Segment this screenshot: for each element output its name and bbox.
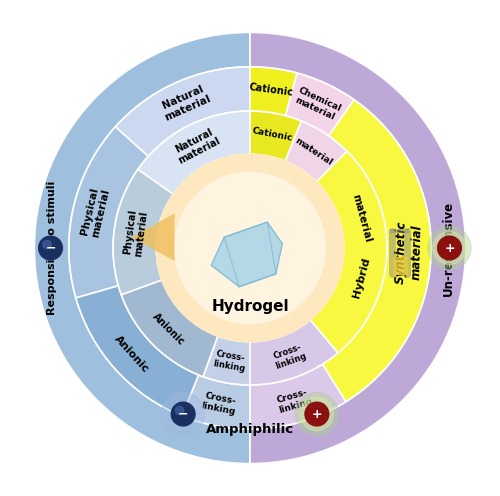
Text: Un-responsive: Un-responsive (442, 200, 455, 296)
Wedge shape (76, 286, 198, 416)
Wedge shape (182, 375, 250, 429)
Circle shape (176, 406, 184, 415)
Text: Cross-
linking: Cross- linking (200, 391, 238, 417)
Text: Hydrogel: Hydrogel (211, 299, 289, 314)
Circle shape (428, 227, 471, 269)
Wedge shape (322, 100, 431, 402)
Wedge shape (138, 111, 250, 194)
Text: Natural
material: Natural material (172, 125, 222, 166)
Circle shape (300, 397, 334, 431)
Polygon shape (132, 213, 174, 261)
Wedge shape (69, 127, 148, 298)
Wedge shape (286, 73, 354, 136)
Wedge shape (116, 67, 250, 156)
Text: Anionic: Anionic (112, 334, 151, 375)
Circle shape (296, 392, 339, 435)
Text: Cross-
linking: Cross- linking (271, 342, 308, 371)
Wedge shape (34, 32, 250, 464)
Text: Hybrid: Hybrid (351, 256, 372, 299)
Wedge shape (310, 151, 387, 353)
Text: +: + (312, 408, 322, 421)
Text: −: − (46, 242, 56, 254)
Wedge shape (250, 67, 297, 116)
Text: Physical
material: Physical material (122, 209, 150, 257)
Text: Cationic: Cationic (248, 82, 294, 98)
Text: Cationic: Cationic (251, 126, 293, 143)
Text: material: material (294, 136, 334, 167)
Text: Chemical
material: Chemical material (292, 85, 343, 123)
Wedge shape (203, 336, 250, 385)
Text: Natural
material: Natural material (158, 83, 212, 123)
Text: Responsive to stimuli: Responsive to stimuli (46, 181, 56, 315)
Circle shape (38, 236, 62, 260)
Text: Cross-
linking: Cross- linking (274, 387, 313, 415)
Wedge shape (250, 111, 302, 161)
Text: Anionic: Anionic (150, 311, 186, 348)
Text: Cross-
linking: Cross- linking (212, 349, 248, 374)
Circle shape (43, 240, 51, 248)
Circle shape (172, 402, 195, 426)
Circle shape (438, 236, 462, 260)
Text: Amphiphilic: Amphiphilic (206, 423, 294, 435)
Wedge shape (250, 32, 466, 464)
Circle shape (174, 173, 326, 323)
Text: Synthetic
material: Synthetic material (394, 220, 424, 284)
Wedge shape (250, 320, 338, 385)
Text: −: − (178, 408, 188, 421)
Text: material: material (350, 193, 372, 244)
Circle shape (433, 232, 466, 264)
Text: +: + (444, 242, 455, 254)
Text: Physical
material: Physical material (79, 186, 111, 239)
Wedge shape (285, 121, 347, 182)
Wedge shape (250, 364, 346, 429)
Circle shape (162, 392, 204, 435)
Wedge shape (113, 170, 173, 295)
Circle shape (156, 154, 344, 342)
Wedge shape (122, 280, 218, 376)
Circle shape (305, 402, 328, 426)
Polygon shape (211, 222, 282, 287)
